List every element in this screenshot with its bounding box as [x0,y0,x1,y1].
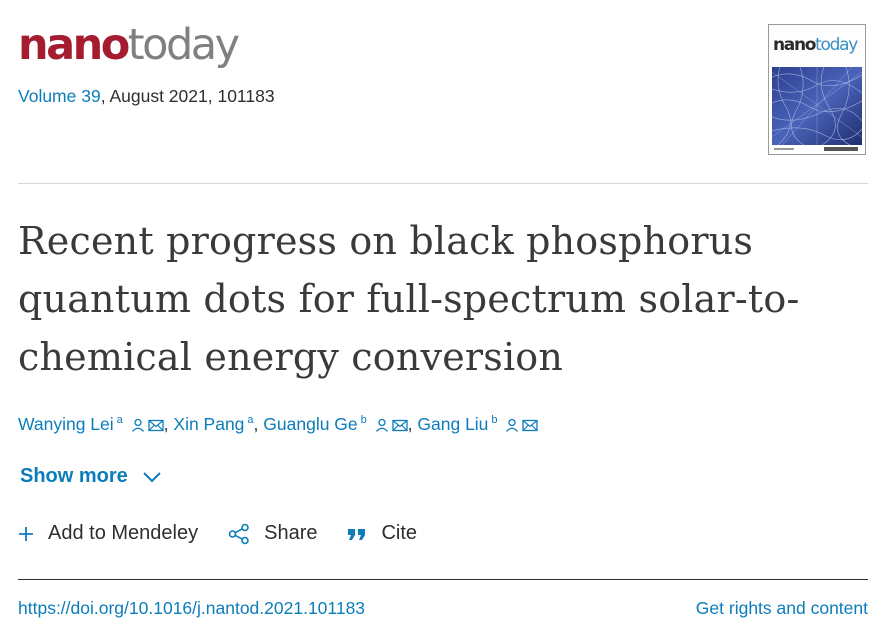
article-title: Recent progress on black phosphorus quan… [18,219,800,379]
footer-divider [18,579,868,580]
show-more-button[interactable]: Show more [20,465,162,488]
share-button[interactable]: Share [228,522,317,545]
doi-link[interactable]: https://doi.org/10.1016/j.nantod.2021.10… [18,598,366,618]
author-separator: , [407,414,418,434]
chevron-down-icon [143,471,161,482]
cover-header [769,25,865,69]
author-name[interactable]: Guanglu Ge [263,414,358,434]
quote-icon [348,528,366,540]
rights-link[interactable]: Get rights and content [695,598,868,618]
show-more-label: Show more [20,465,128,487]
author-item[interactable]: Xin Pang a, [173,414,263,434]
author-affiliation[interactable]: b [360,414,367,426]
publication-info: Volume 39, August 2021, 101183 [18,86,275,107]
author-name[interactable]: Gang Liu [417,414,489,434]
journal-cover-thumbnail[interactable]: nanotoday [768,24,866,155]
email-icon[interactable] [392,419,408,432]
author-affiliation[interactable]: a [116,414,123,426]
share-label: Share [264,522,318,544]
issue-info: , August 2021, 101183 [100,86,275,106]
author-name[interactable]: Xin Pang [173,414,245,434]
author-list: Wanying Lei a , Xin Pang a, Guanglu Ge b , … [18,414,539,435]
article-actions: Add to Mendeley Share Cite [18,522,447,545]
add-to-mendeley-label: Add to Mendeley [48,522,199,544]
journal-logo-today: today [127,20,240,70]
author-separator: , [253,414,264,434]
cite-button[interactable]: Cite [347,522,417,545]
person-icon[interactable] [131,418,145,432]
person-icon[interactable] [505,418,519,432]
author-name[interactable]: Wanying Lei [18,414,114,434]
journal-logo-nano: nano [18,20,130,70]
author-affiliation[interactable]: b [491,414,498,426]
cover-logo-today: today [815,35,858,55]
header-divider [18,183,868,184]
author-item[interactable]: Gang Liu b [417,414,539,434]
plus-icon [19,526,33,541]
author-separator: , [163,414,174,434]
cite-label: Cite [381,522,418,544]
journal-logo[interactable]: nanotoday [18,24,240,67]
add-to-mendeley-button[interactable]: Add to Mendeley [18,522,198,545]
share-icon [228,523,249,544]
email-icon[interactable] [522,419,539,432]
person-icon[interactable] [375,418,389,432]
cover-logo-nano: nano [773,35,816,55]
author-item[interactable]: Guanglu Ge b , [263,414,417,434]
email-icon[interactable] [148,419,164,432]
author-affiliation[interactable]: a [247,414,254,426]
volume-link[interactable]: Volume 39 [18,86,101,106]
cover-logo: nanotoday [773,35,858,55]
cover-artwork [772,67,862,145]
cover-footer [774,147,858,151]
article-header: nanotoday Volume 39, August 2021, 101183… [18,0,868,629]
author-item[interactable]: Wanying Lei a , [18,414,173,434]
